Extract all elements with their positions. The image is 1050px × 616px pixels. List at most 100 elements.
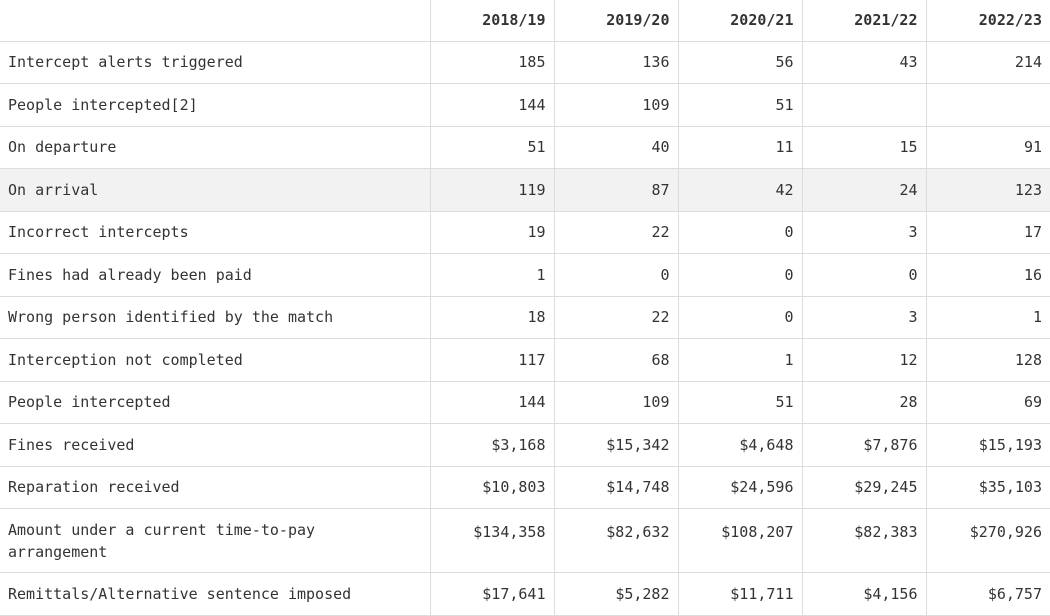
table-cell: 3	[801, 296, 926, 339]
header-year-2020-21: 2020/21	[677, 0, 802, 42]
table-cell: $15,193	[925, 423, 1050, 467]
table-cell: 11	[677, 126, 802, 169]
header-year-2021-22: 2021/22	[801, 0, 926, 42]
table-cell: $35,103	[925, 466, 1050, 509]
table-cell: 28	[801, 381, 926, 424]
table-cell: 119	[429, 168, 554, 212]
row-label: Intercept alerts triggered	[0, 41, 430, 84]
table-cell: $82,632	[553, 508, 678, 573]
table-cell	[801, 83, 926, 127]
row-label: People intercepted[2]	[0, 83, 430, 127]
table-body: Intercept alerts triggered 185 136 56 43…	[0, 41, 1050, 616]
table-cell: 128	[925, 338, 1050, 382]
row-label: On arrival	[0, 168, 430, 212]
table-row: People intercepted[2] 144 109 51	[0, 83, 1050, 127]
table-cell: 42	[677, 168, 802, 212]
table-row: People intercepted 144 109 51 28 69	[0, 381, 1050, 424]
table-cell: $6,757	[925, 572, 1050, 616]
row-label: Remittals/Alternative sentence imposed	[0, 572, 430, 616]
table-cell: $10,803	[429, 466, 554, 509]
table-row: Amount under a current time-to-pay arran…	[0, 508, 1050, 573]
table-row: Wrong person identified by the match 18 …	[0, 296, 1050, 339]
table-cell: 3	[801, 211, 926, 254]
table-row: Incorrect intercepts 19 22 0 3 17	[0, 211, 1050, 254]
table-cell: 0	[677, 296, 802, 339]
row-label: Amount under a current time-to-pay arran…	[0, 508, 430, 573]
table-cell: 117	[429, 338, 554, 382]
table-cell: $17,641	[429, 572, 554, 616]
table-cell: $14,748	[553, 466, 678, 509]
table-cell	[925, 83, 1050, 127]
table-cell: 19	[429, 211, 554, 254]
table-cell: 69	[925, 381, 1050, 424]
table-cell: 0	[553, 253, 678, 297]
table-cell: 0	[677, 253, 802, 297]
table-cell: $29,245	[801, 466, 926, 509]
table-cell: 0	[801, 253, 926, 297]
table-cell: $15,342	[553, 423, 678, 467]
table-cell: 87	[553, 168, 678, 212]
table-cell: 51	[429, 126, 554, 169]
row-label: Reparation received	[0, 466, 430, 509]
row-label: Interception not completed	[0, 338, 430, 382]
table-cell: 1	[677, 338, 802, 382]
row-label: Fines received	[0, 423, 430, 467]
table-cell: $5,282	[553, 572, 678, 616]
header-year-2018-19: 2018/19	[429, 0, 554, 42]
table-cell: 1	[429, 253, 554, 297]
table-cell: 144	[429, 83, 554, 127]
table-cell: 22	[553, 296, 678, 339]
table-cell: $82,383	[801, 508, 926, 573]
table-row: Fines received $3,168 $15,342 $4,648 $7,…	[0, 423, 1050, 467]
header-label-cell	[0, 0, 430, 42]
table-row: Intercept alerts triggered 185 136 56 43…	[0, 41, 1050, 84]
table-row: Remittals/Alternative sentence imposed $…	[0, 572, 1050, 616]
table-cell: 15	[801, 126, 926, 169]
table-cell: 185	[429, 41, 554, 84]
table-cell: $270,926	[925, 508, 1050, 573]
table-row: Interception not completed 117 68 1 12 1…	[0, 338, 1050, 382]
table-row: On departure 51 40 11 15 91	[0, 126, 1050, 169]
table-cell: $3,168	[429, 423, 554, 467]
table-cell: 24	[801, 168, 926, 212]
table-cell: $134,358	[429, 508, 554, 573]
header-year-2022-23: 2022/23	[925, 0, 1050, 42]
table-cell: 43	[801, 41, 926, 84]
table-cell: 91	[925, 126, 1050, 169]
table-cell: 136	[553, 41, 678, 84]
table-cell: 123	[925, 168, 1050, 212]
header-year-2019-20: 2019/20	[553, 0, 678, 42]
table-cell: 144	[429, 381, 554, 424]
table-header: 2018/19 2019/20 2020/21 2021/22 2022/23	[0, 0, 1050, 42]
table-cell: $108,207	[677, 508, 802, 573]
table-cell: $11,711	[677, 572, 802, 616]
table-cell: 0	[677, 211, 802, 254]
table-cell: 18	[429, 296, 554, 339]
row-label: Fines had already been paid	[0, 253, 430, 297]
table-cell: 40	[553, 126, 678, 169]
table-cell: 109	[553, 83, 678, 127]
table-cell: 56	[677, 41, 802, 84]
row-label: People intercepted	[0, 381, 430, 424]
row-label: On departure	[0, 126, 430, 169]
table-cell: 68	[553, 338, 678, 382]
table-cell: 12	[801, 338, 926, 382]
table-row: Fines had already been paid 1 0 0 0 16	[0, 253, 1050, 297]
table-cell: $7,876	[801, 423, 926, 467]
row-label: Incorrect intercepts	[0, 211, 430, 254]
table-cell: $4,156	[801, 572, 926, 616]
table-cell: 214	[925, 41, 1050, 84]
table-cell: 109	[553, 381, 678, 424]
table-row: Reparation received $10,803 $14,748 $24,…	[0, 466, 1050, 509]
table-cell: 51	[677, 381, 802, 424]
table-cell: $24,596	[677, 466, 802, 509]
table-cell: 22	[553, 211, 678, 254]
header-row: 2018/19 2019/20 2020/21 2021/22 2022/23	[0, 0, 1050, 42]
table-cell: 51	[677, 83, 802, 127]
row-label: Wrong person identified by the match	[0, 296, 430, 339]
table-cell: 17	[925, 211, 1050, 254]
table-cell: 16	[925, 253, 1050, 297]
table-row-highlighted: On arrival 119 87 42 24 123	[0, 168, 1050, 212]
table-cell: 1	[925, 296, 1050, 339]
